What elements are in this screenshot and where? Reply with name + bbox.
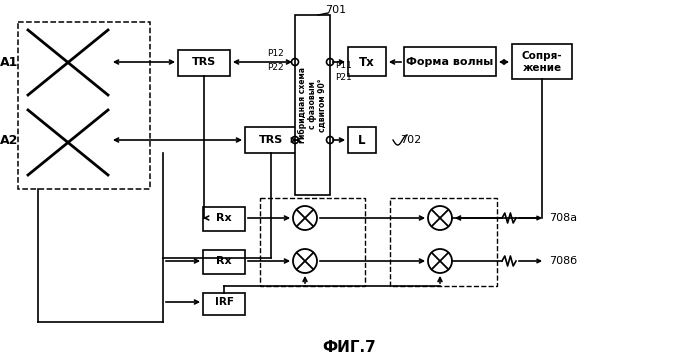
Bar (203, 250, 245, 274)
Text: P21: P21 (336, 73, 352, 82)
Text: 702: 702 (400, 135, 421, 145)
Text: Rx: Rx (216, 256, 232, 266)
Text: гибридная схема
с фазовым
сдвигом 90°: гибридная схема с фазовым сдвигом 90° (298, 67, 327, 143)
Bar (203, 293, 245, 315)
Text: Форма волны: Форма волны (406, 57, 493, 67)
Bar (203, 207, 245, 231)
Text: P11: P11 (336, 61, 352, 70)
Text: Сопря-
жение: Сопря- жение (521, 51, 562, 73)
Bar (404, 47, 496, 76)
Text: L: L (359, 134, 366, 147)
Bar (348, 127, 376, 153)
Text: A1: A1 (0, 56, 18, 69)
Text: 708a: 708a (549, 213, 577, 223)
Text: TRS: TRS (259, 135, 283, 145)
Bar (260, 198, 365, 286)
Text: Tx: Tx (359, 56, 375, 69)
Bar (178, 50, 230, 76)
Text: IRF: IRF (215, 297, 233, 307)
Bar (512, 44, 572, 79)
Bar (390, 198, 497, 286)
Text: 701: 701 (325, 5, 346, 15)
Text: 708б: 708б (549, 256, 577, 266)
Text: Rx: Rx (216, 213, 232, 223)
Bar (18, 22, 150, 189)
Text: TRS: TRS (192, 57, 216, 67)
Text: A2: A2 (0, 134, 18, 147)
Bar (295, 15, 330, 195)
Text: P12: P12 (266, 49, 283, 58)
Text: P22: P22 (267, 62, 283, 72)
Text: ФИГ.7: ФИГ.7 (323, 340, 376, 355)
Bar (245, 127, 297, 153)
Bar (348, 47, 386, 76)
